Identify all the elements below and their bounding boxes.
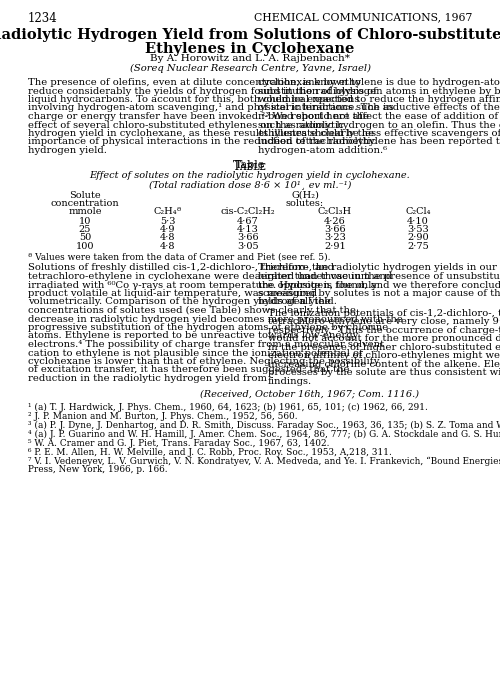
Text: ¹ (a) T. J. Hardwick, J. Phys. Chem., 1960, 64, 1623; (b) 1961, 65, 101; (c) 196: ¹ (a) T. J. Hardwick, J. Phys. Chem., 19… [28, 403, 428, 412]
Text: ⁶ P. E. M. Allen, H. W. Melville, and J. C. Robb, Proc. Roy. Soc., 1953, A,218, : ⁶ P. E. M. Allen, H. W. Melville, and J.… [28, 448, 392, 457]
Text: 4·10: 4·10 [407, 216, 429, 226]
Text: scavenging by solutes is not a major cause of the observed decrease in: scavenging by solutes is not a major cau… [258, 289, 500, 298]
Text: Table: Table [235, 161, 265, 171]
Text: The presence of olefins, even at dilute concentration, is known to: The presence of olefins, even at dilute … [28, 78, 361, 87]
Text: higher than those in the presence of unsubstituted ethylene. However: higher than those in the presence of uns… [258, 272, 500, 281]
Text: electrons.⁴ The possibility of charge transfer from a molecular solvent: electrons.⁴ The possibility of charge tr… [28, 340, 384, 349]
Text: electron affinity of chloro-ethylenes might well rise with: electron affinity of chloro-ethylenes mi… [268, 351, 500, 360]
Text: hydrogen yield.: hydrogen yield. [258, 297, 337, 306]
Text: indeed tetrachloroethylene has been reported to be unreactive towards: indeed tetrachloroethylene has been repo… [258, 138, 500, 146]
Text: irradiated with ⁶⁰Co γ-rays at room temperature. Hydrogen, the only: irradiated with ⁶⁰Co γ-rays at room temp… [28, 280, 377, 290]
Text: CHEMICAL COMMUNICATIONS, 1967: CHEMICAL COMMUNICATIONS, 1967 [254, 12, 472, 22]
Text: 5·3: 5·3 [160, 216, 176, 226]
Text: 50: 50 [79, 233, 91, 242]
Text: 4·13: 4·13 [237, 225, 259, 234]
Text: volumetrically. Comparison of the hydrogen yields at all the: volumetrically. Comparison of the hydrog… [28, 297, 331, 306]
Text: effect of several chloro-substituted ethylenes on the radiolytic: effect of several chloro-substituted eth… [28, 120, 344, 129]
Text: C₂Cl₃H: C₂Cl₃H [318, 207, 352, 216]
Text: product volatile at liquid-air temperature, was measured: product volatile at liquid-air temperatu… [28, 289, 317, 298]
Text: 3·66: 3·66 [324, 225, 346, 234]
Text: tetrachloro-ethylene are very close, namely 9·65, 9·47, and 9·5 ev,: tetrachloro-ethylene are very close, nam… [268, 317, 500, 326]
Text: (Soreq Nuclear Research Centre, Yavne, Israel): (Soreq Nuclear Research Centre, Yavne, I… [130, 64, 370, 73]
Text: 3·66: 3·66 [237, 233, 259, 242]
Text: cyclohexane by ethylene is due to hydrogen-atom scavenging. The: cyclohexane by ethylene is due to hydrog… [258, 78, 500, 87]
Text: ² J. P. Manion and M. Burton, J. Phys. Chem., 1952, 56, 560.: ² J. P. Manion and M. Burton, J. Phys. C… [28, 412, 297, 421]
Text: such as atomic hydrogen to an olefin. Thus the chloro-substituted: such as atomic hydrogen to an olefin. Th… [258, 120, 500, 129]
Text: processes by the solute are thus consistent with our experimental: processes by the solute are thus consist… [268, 368, 500, 377]
Text: progressive substitution of the hydrogen atoms of ethylene by chlorine: progressive substitution of the hydrogen… [28, 323, 388, 332]
Text: ⁷ V. I. Vedeneyev, L. V. Gurwich, V. N. Kondratyev, V. A. Medveda, and Ye. I. Fr: ⁷ V. I. Vedeneyev, L. V. Gurwich, V. N. … [28, 457, 500, 466]
Text: would be expected to reduce the hydrogen affinity of the olefin because: would be expected to reduce the hydrogen… [258, 95, 500, 104]
Text: hydrogen yield in cyclohexane, as these results illustrate clearly the: hydrogen yield in cyclohexane, as these … [28, 129, 374, 138]
Text: respectively.⁷ Thus the occurrence of charge-transfer processes: respectively.⁷ Thus the occurrence of ch… [268, 326, 500, 335]
Text: findings.: findings. [268, 377, 312, 386]
Text: Effect of solutes on the radiolytic hydrogen yield in cyclohexane.: Effect of solutes on the radiolytic hydr… [90, 171, 410, 180]
Text: 2·90: 2·90 [407, 233, 429, 242]
Text: liquid hydrocarbons. To account for this, both chemical reactions: liquid hydrocarbons. To account for this… [28, 95, 359, 104]
Text: reduction in the radiolytic hydrogen yield from: reduction in the radiolytic hydrogen yie… [28, 374, 267, 383]
Text: in the presence of higher chloro-substituted ethylenes. However the: in the presence of higher chloro-substit… [268, 342, 500, 351]
Text: Ethylenes in Cyclohexane: Ethylenes in Cyclohexane [146, 42, 354, 56]
Text: atoms. Ethylene is reported to be unreactive towards low-energy: atoms. Ethylene is reported to be unreac… [28, 331, 358, 340]
Text: of excitation transfer, it has therefore been suggested³ that the: of excitation transfer, it has therefore… [28, 365, 349, 374]
Text: G(H₂): G(H₂) [291, 191, 319, 200]
Text: mmole: mmole [68, 207, 102, 216]
Text: ethylenes should be less effective scavengers of hydrogen atoms, and: ethylenes should be less effective scave… [258, 129, 500, 138]
Text: would not account for the more pronounced decrease in hydrogen yield: would not account for the more pronounce… [268, 334, 500, 343]
Text: ⁴ (a) J. P. Guarino and W. H. Hamill, J. Amer. Chem. Soc., 1964, 86, 777; (b) G.: ⁴ (a) J. P. Guarino and W. H. Hamill, J.… [28, 430, 500, 439]
Text: ³ (a) P. J. Dyne, J. Denhartog, and D. R. Smith, Discuss. Faraday Soc., 1963, 36: ³ (a) P. J. Dyne, J. Denhartog, and D. R… [28, 421, 500, 430]
Text: Solutions of freshly distilled cis-1,2-dichloro-, trichloro-, and: Solutions of freshly distilled cis-1,2-d… [28, 264, 334, 273]
Text: cyclohexane is lower than that of ethylene. Neglecting the possibility: cyclohexane is lower than that of ethyle… [28, 357, 380, 366]
Text: By A. Horowitz and L. A. Rajbenbach*: By A. Horowitz and L. A. Rajbenbach* [150, 54, 350, 63]
Text: of steric hindrance. The inductive effects of the halogens on the: of steric hindrance. The inductive effec… [258, 104, 500, 113]
Text: cation to ethylene is not plausible since the ionization potential of: cation to ethylene is not plausible sinc… [28, 349, 363, 358]
Text: (Total radiation dose 8·6 × 10¹¸ ev ml.⁻¹): (Total radiation dose 8·6 × 10¹¸ ev ml.⁻… [149, 180, 351, 189]
Text: 25: 25 [79, 225, 91, 234]
Text: 4·8: 4·8 [160, 233, 176, 242]
Text: cis-C₂Cl₂H₂: cis-C₂Cl₂H₂ [220, 207, 276, 216]
Text: Press, New York, 1966, p. 166.: Press, New York, 1966, p. 166. [28, 465, 168, 474]
Text: 4·8: 4·8 [160, 242, 176, 251]
Text: (Received, October 16th, 1967; Com. 1116.): (Received, October 16th, 1967; Com. 1116… [200, 389, 420, 398]
Text: 100: 100 [76, 242, 94, 251]
Text: substitution of hydrogen atoms in ethylene by bulky chlorine atoms: substitution of hydrogen atoms in ethyle… [258, 86, 500, 95]
Text: reduce considerably the yields of hydrogen found in the radiolysis of: reduce considerably the yields of hydrog… [28, 86, 377, 95]
Text: The ionization potentials of cis-1,2-dichloro-, trichloro-, and: The ionization potentials of cis-1,2-dic… [268, 308, 500, 317]
Text: 2·75: 2·75 [407, 242, 429, 251]
Text: 3·05: 3·05 [237, 242, 259, 251]
Text: 4·67: 4·67 [237, 216, 259, 226]
Text: 2·91: 2·91 [324, 242, 346, 251]
Text: Therefore the radiolytic hydrogen yields in our experiments should be: Therefore the radiolytic hydrogen yields… [258, 264, 500, 273]
Text: 3·23: 3·23 [324, 233, 346, 242]
Text: 4·26: 4·26 [324, 216, 346, 226]
Text: the opposite is found, and we therefore conclude that hydrogen-atom: the opposite is found, and we therefore … [258, 280, 500, 290]
Text: Solute: Solute [69, 191, 101, 200]
Text: ⁵ W. A. Cramer and G. J. Piet, Trans. Faraday Soc., 1967, 63, 1402.: ⁵ W. A. Cramer and G. J. Piet, Trans. Fa… [28, 439, 330, 448]
Text: hydrogen yield.: hydrogen yield. [28, 146, 107, 155]
Text: decrease in radiolytic hydrogen yield becomes more pronounced with the: decrease in radiolytic hydrogen yield be… [28, 315, 403, 324]
Text: 4·9: 4·9 [160, 225, 176, 234]
Text: 10: 10 [79, 216, 91, 226]
Text: π-bond should not affect the ease of addition of a neutral species,: π-bond should not affect the ease of add… [258, 112, 500, 121]
Text: importance of physical interactions in the reduction of the radiolytic: importance of physical interactions in t… [28, 138, 376, 146]
Text: concentration: concentration [50, 198, 119, 207]
Text: charge or energy transfer have been invoked.²³ We report here the: charge or energy transfer have been invo… [28, 112, 369, 121]
Text: tetrachloro-ethylene in cyclohexane were deaerated under vacuum and: tetrachloro-ethylene in cyclohexane were… [28, 272, 392, 281]
Text: C₂Cl₄: C₂Cl₄ [405, 207, 431, 216]
Text: involving hydrogen-atom scavenging,¹ and physical interactions such as: involving hydrogen-atom scavenging,¹ and… [28, 104, 394, 113]
Text: increasing chlorine content of the alkene. Electron-scavenging: increasing chlorine content of the alken… [268, 360, 500, 369]
Text: Tᴀʙʟᴇ: Tᴀʙʟᴇ [233, 161, 267, 173]
Text: ª Values were taken from the data of Cramer and Piet (see ref. 5).: ª Values were taken from the data of Cra… [28, 253, 330, 262]
Text: concentrations of solutes used (see Table) shows clearly that the: concentrations of solutes used (see Tabl… [28, 306, 356, 315]
Text: solutes:: solutes: [286, 198, 324, 207]
Text: C₂H₄ª: C₂H₄ª [154, 207, 182, 216]
Text: 3·53: 3·53 [407, 225, 429, 234]
Text: Radiolytic Hydrogen Yield from Solutions of Chloro-substituted: Radiolytic Hydrogen Yield from Solutions… [0, 28, 500, 42]
Text: hydrogen-atom addition.⁶: hydrogen-atom addition.⁶ [258, 146, 387, 155]
Text: 1234: 1234 [28, 12, 58, 25]
